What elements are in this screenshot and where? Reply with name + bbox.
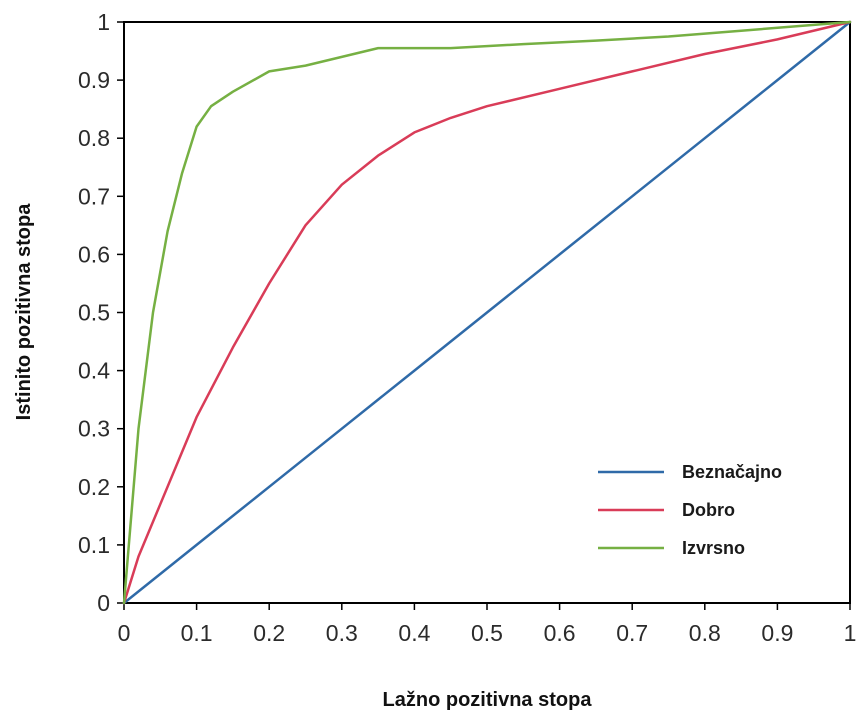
x-tick-label: 0.2 [253,620,285,646]
y-axis-ticks: 0 0.1 0.2 0.3 0.4 0.5 0.6 0.7 0.8 0.9 1 [78,9,124,616]
series-line-2 [122,20,852,605]
y-tick-label: 0.4 [78,358,110,384]
x-tick-label: 0.9 [761,620,793,646]
x-axis-title: Lažno pozitivna stopa [383,689,593,711]
x-tick-label: 0.8 [689,620,721,646]
x-tick-label: 0.6 [544,620,576,646]
y-axis-title: Istinito pozitivna stopa [13,203,35,421]
y-tick-label: 0.7 [78,183,110,209]
y-tick-label: 0.8 [78,125,110,151]
y-tick-label: 0.1 [78,532,110,558]
legend-label: Izvrsno [682,538,745,558]
y-tick-label: 0.2 [78,474,110,500]
x-tick-label: 0.7 [616,620,648,646]
series-layer [122,20,852,605]
legend-label: Dobro [682,500,735,520]
x-tick-label: 0.5 [471,620,503,646]
x-tick-label: 0 [118,620,131,646]
legend: Beznačajno Dobro Izvrsno [598,462,782,558]
y-tick-label: 0.6 [78,241,110,267]
x-tick-label: 0.3 [326,620,358,646]
x-axis-ticks: 0 0.1 0.2 0.3 0.4 0.5 0.6 0.7 0.8 0.9 1 [118,603,857,646]
y-tick-label: 0.5 [78,300,110,326]
series-line-1 [122,20,852,605]
x-tick-label: 0.1 [181,620,213,646]
x-tick-label: 0.4 [398,620,430,646]
legend-label: Beznačajno [682,462,782,482]
y-tick-label: 1 [97,9,110,35]
x-tick-label: 1 [844,620,857,646]
y-tick-label: 0.3 [78,416,110,442]
y-tick-label: 0 [97,590,110,616]
series-line-3 [122,20,852,605]
y-tick-label: 0.9 [78,67,110,93]
